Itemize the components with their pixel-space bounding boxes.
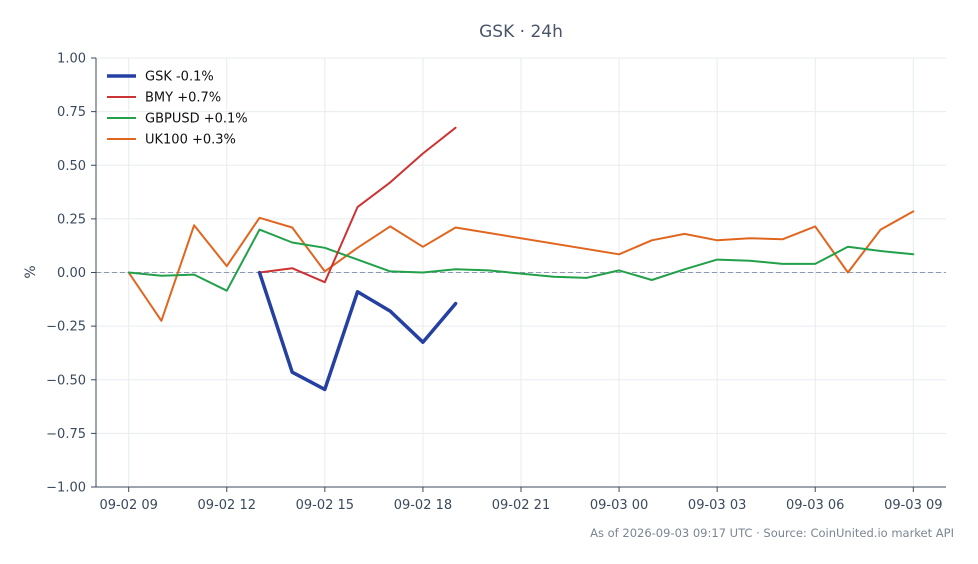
x-tick-label: 09-03 09	[884, 498, 942, 513]
legend-label-bmy: BMY +0.7%	[145, 91, 221, 106]
y-tick-label: −1.00	[46, 481, 86, 496]
legend-label-gbpusd: GBPUSD +0.1%	[145, 112, 248, 127]
y-axis-ticks: 1.00 0.75 0.50 0.25 0.00 −0.25 −0.50 −0.75 −1.00	[46, 52, 96, 496]
footer-source: As of 2026-09-03 09:17 UTC · Source: Coi…	[590, 526, 954, 540]
series-line-gbpusd	[127, 228, 915, 292]
x-tick-label: 09-03 00	[590, 498, 648, 513]
legend: GSK -0.1% BMY +0.7% GBPUSD +0.1% UK100 +0.3…	[107, 70, 248, 148]
series-line-uk100	[127, 210, 915, 322]
x-tick-label: 09-02 12	[198, 498, 256, 513]
x-tick-label: 09-02 15	[296, 498, 354, 513]
y-tick-label: 0.00	[57, 266, 86, 281]
y-tick-label: −0.75	[46, 427, 86, 442]
x-axis-ticks: 09-02 09 09-02 12 09-02 15 09-02 18 09-02 21…	[99, 487, 943, 513]
chart-title: GSK · 24h	[479, 22, 563, 42]
x-tick-label: 09-02 09	[99, 498, 157, 513]
y-tick-label: 0.50	[57, 159, 86, 174]
y-tick-label: 0.75	[57, 105, 86, 120]
x-tick-label: 09-03 06	[786, 498, 844, 513]
y-axis-label: %	[23, 265, 39, 278]
y-tick-label: −0.25	[46, 320, 86, 335]
y-tick-label: 1.00	[57, 52, 86, 67]
x-tick-label: 09-03 03	[688, 498, 746, 513]
legend-label-uk100: UK100 +0.3%	[145, 133, 236, 148]
y-tick-label: 0.25	[57, 212, 86, 227]
series-lines	[127, 126, 915, 392]
x-tick-label: 09-02 18	[394, 498, 452, 513]
y-tick-label: −0.50	[46, 373, 86, 388]
series-line-bmy	[258, 126, 457, 284]
x-tick-label: 09-02 21	[492, 498, 550, 513]
legend-label-gsk: GSK -0.1%	[145, 70, 214, 85]
series-line-gsk	[257, 270, 458, 392]
